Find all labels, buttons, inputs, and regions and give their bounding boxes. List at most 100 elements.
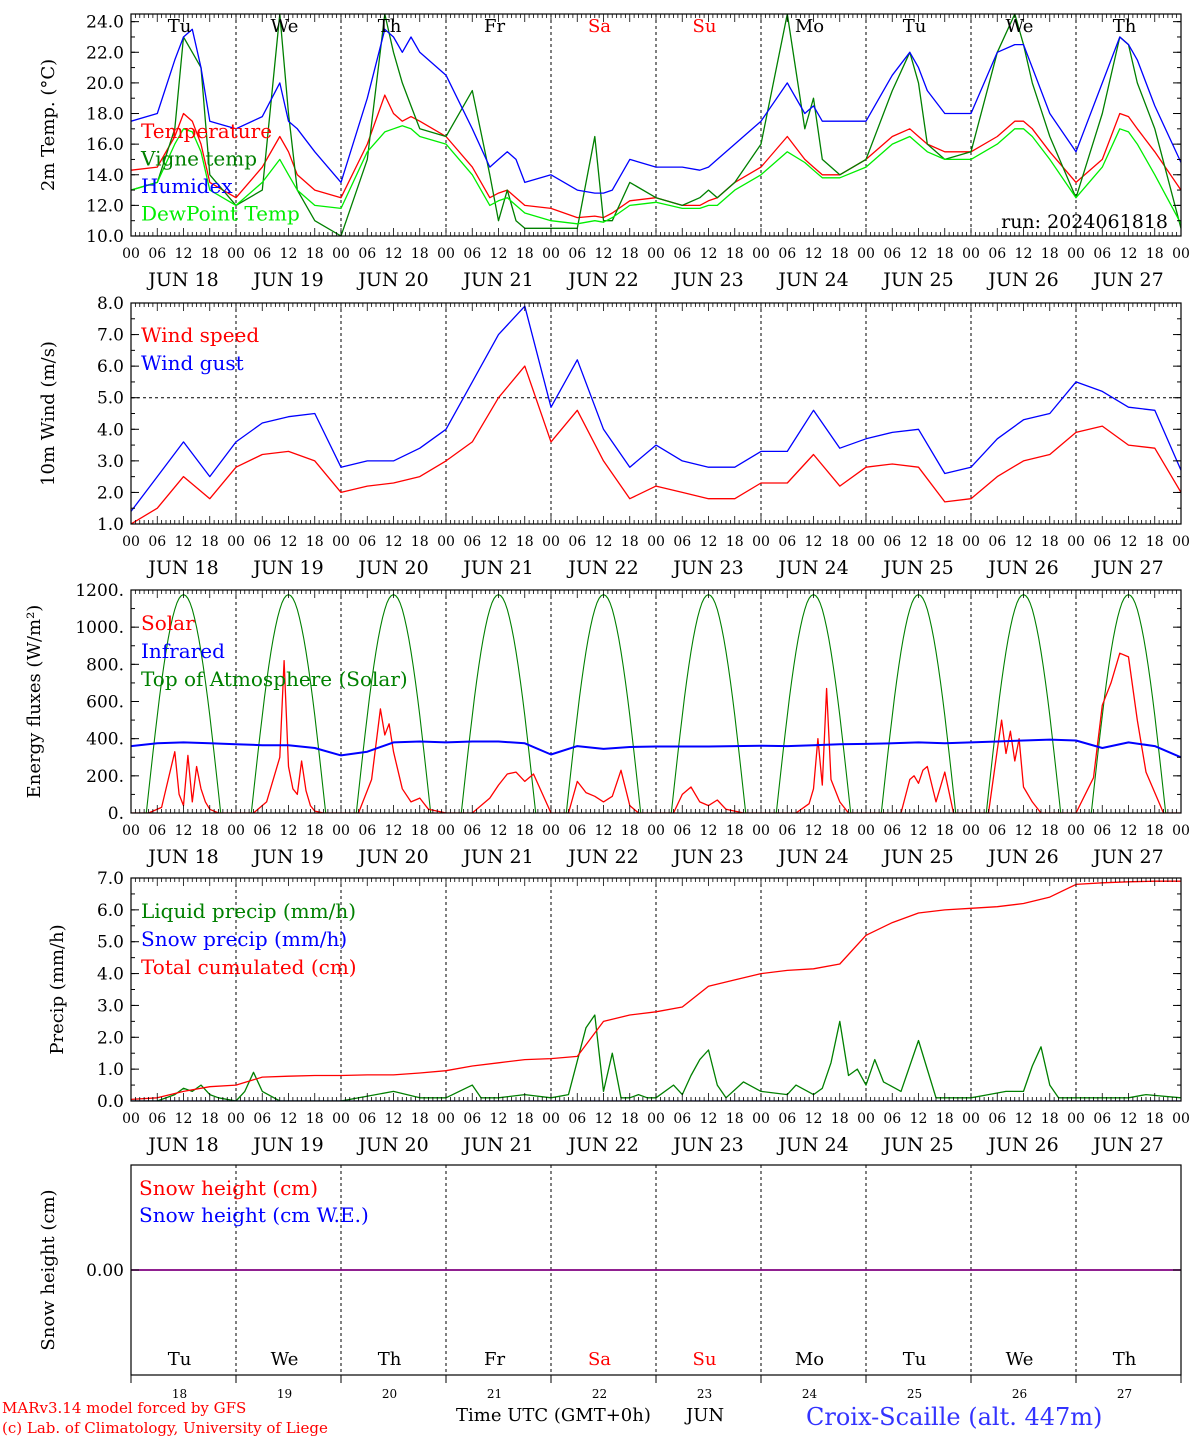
x-date-label: JUN 23	[671, 846, 743, 868]
x-hour-label: 06	[253, 823, 271, 839]
x-hour-label: 18	[201, 1111, 219, 1127]
x-hour-label: 06	[358, 534, 376, 550]
x-hour-label: 12	[1015, 246, 1033, 262]
x-date-label: JUN 18	[146, 846, 218, 868]
x-hour-label: 00	[332, 246, 350, 262]
y-tick-label: 7.0	[97, 869, 124, 889]
x-hour-label: 06	[988, 534, 1006, 550]
y-axis-title: Energy fluxes (W/m²)	[24, 605, 45, 799]
x-hour-label: 12	[910, 823, 928, 839]
x-hour-label: 06	[148, 534, 166, 550]
y-tick-label: 400.	[86, 730, 124, 750]
x-hour-label: 06	[673, 246, 691, 262]
legend: Liquid precip (mm/h) Snow precip (mm/h) To…	[141, 899, 357, 979]
legend-entry: Wind gust	[141, 351, 244, 375]
x-date-label: JUN 26	[986, 557, 1058, 579]
x-hour-label: 06	[568, 1111, 586, 1127]
x-date-labels: JUN 18 JUN 19 JUN 20 JUN 21 JUN 22 JUN 23 JUN …	[146, 269, 1163, 291]
x-date-label: JUN 19	[251, 1134, 323, 1156]
x-hour-label: 00	[1172, 534, 1190, 550]
x-date-labels: JUN 18 JUN 19 JUN 20 JUN 21 JUN 22 JUN 23 JUN …	[146, 1134, 1163, 1156]
x-hour-label: 12	[175, 246, 193, 262]
x-date-label: JUN 21	[461, 846, 533, 868]
x-hour-label: 00	[122, 1111, 140, 1127]
x-hour-labels: 00 06 12 18 00 06 12 18 00 06 12 18 00 06 12 18 00 06 12 18…	[122, 1111, 1190, 1127]
x-hour-label: 12	[385, 1111, 403, 1127]
x-hour-label: 12	[175, 534, 193, 550]
x-hour-label: 18	[831, 534, 849, 550]
x-hour-label: 00	[1172, 1111, 1190, 1127]
x-hour-label: 12	[385, 823, 403, 839]
x-hour-label: 18	[306, 534, 324, 550]
x-hour-label: 12	[1015, 1111, 1033, 1127]
y-axis: 10.0 12.0 14.0 16.0 18.0 20.0 22.0 24.0	[86, 13, 1181, 247]
weekday-label: Su	[693, 16, 717, 37]
x-date-label: JUN 26	[986, 269, 1058, 291]
series-wind-gust	[131, 305, 1181, 512]
weekday-label: Th	[378, 16, 402, 37]
x-hour-label: 00	[227, 534, 245, 550]
x-hour-label: 06	[358, 823, 376, 839]
x-hour-label: 06	[988, 1111, 1006, 1127]
y-tick-label: 200.	[86, 767, 124, 787]
x-hour-label: 12	[1120, 534, 1138, 550]
weekday-label: Mo	[795, 16, 824, 37]
x-hour-label: 06	[568, 534, 586, 550]
day-number-label: 24	[802, 1387, 818, 1401]
x-hour-label: 12	[805, 246, 823, 262]
panel-5: 0.00 Tu We Th Fr Sa Su Mo Tu We Th 18 19 20 21 22 23 24 25…	[38, 1164, 1182, 1401]
legend: Temperature Vigne temp Humidex DewPoint Tem…	[140, 119, 300, 226]
y-tick-label: 7.0	[97, 326, 124, 346]
x-hour-label: 12	[910, 534, 928, 550]
series-vigne-temp	[131, 14, 1181, 236]
x-hour-label: 18	[621, 1111, 639, 1127]
x-hour-label: 12	[490, 823, 508, 839]
x-hour-label: 06	[673, 1111, 691, 1127]
x-hour-label: 18	[516, 823, 534, 839]
x-hour-label: 18	[1146, 246, 1164, 262]
weekday-label: Mo	[795, 1349, 824, 1370]
x-hour-label: 06	[778, 823, 796, 839]
weekday-label: Tu	[903, 1349, 927, 1370]
x-hour-label: 12	[595, 534, 613, 550]
weekday-labels: Tu We Th Fr Sa Su Mo Tu We Th	[168, 1349, 1137, 1370]
x-hour-label: 00	[542, 534, 560, 550]
x-hour-label: 00	[332, 823, 350, 839]
x-hour-label: 12	[595, 823, 613, 839]
x-hour-label: 06	[358, 246, 376, 262]
x-hour-label: 06	[988, 246, 1006, 262]
x-date-label: JUN 23	[671, 1134, 743, 1156]
x-hour-label: 18	[1041, 1111, 1059, 1127]
x-hour-label: 06	[1093, 534, 1111, 550]
x-date-label: JUN 23	[671, 269, 743, 291]
legend-entry: Infrared	[141, 639, 225, 663]
y-tick-label: 20.0	[86, 74, 124, 94]
panel-4: 0.0 1.0 2.0 3.0 4.0 5.0 6.0 7.0 00 06 12 18 00 06 12 18…	[47, 869, 1190, 1156]
y-axis: 1.0 2.0 3.0 4.0 5.0 6.0 7.0 8.0	[97, 294, 1181, 535]
y-axis: 0.0 1.0 2.0 3.0 4.0 5.0 6.0 7.0	[97, 869, 1181, 1112]
x-hour-label: 00	[1067, 1111, 1085, 1127]
x-hour-label: 06	[883, 823, 901, 839]
y-tick-label: 12.0	[86, 196, 124, 216]
y-tick-label: 5.0	[97, 389, 124, 409]
y-tick-label: 6.0	[97, 357, 124, 377]
x-hour-label: 00	[752, 823, 770, 839]
x-date-label: JUN 23	[671, 557, 743, 579]
x-hour-label: 18	[516, 1111, 534, 1127]
x-hour-label: 12	[175, 823, 193, 839]
x-hour-label: 06	[463, 534, 481, 550]
x-hour-label: 18	[831, 246, 849, 262]
x-hour-label: 00	[857, 534, 875, 550]
x-hour-label: 18	[306, 823, 324, 839]
x-hour-label: 18	[1146, 534, 1164, 550]
legend-entry: Wind speed	[141, 323, 259, 347]
x-hour-label: 00	[752, 534, 770, 550]
x-hour-label: 06	[988, 823, 1006, 839]
y-axis-title: 10m Wind (m/s)	[38, 341, 59, 486]
x-hour-label: 18	[1041, 823, 1059, 839]
x-hour-label: 18	[516, 534, 534, 550]
series-humidex	[131, 28, 1181, 194]
x-hour-label: 06	[883, 1111, 901, 1127]
weekday-label: We	[271, 1349, 299, 1370]
x-hour-label: 18	[306, 1111, 324, 1127]
